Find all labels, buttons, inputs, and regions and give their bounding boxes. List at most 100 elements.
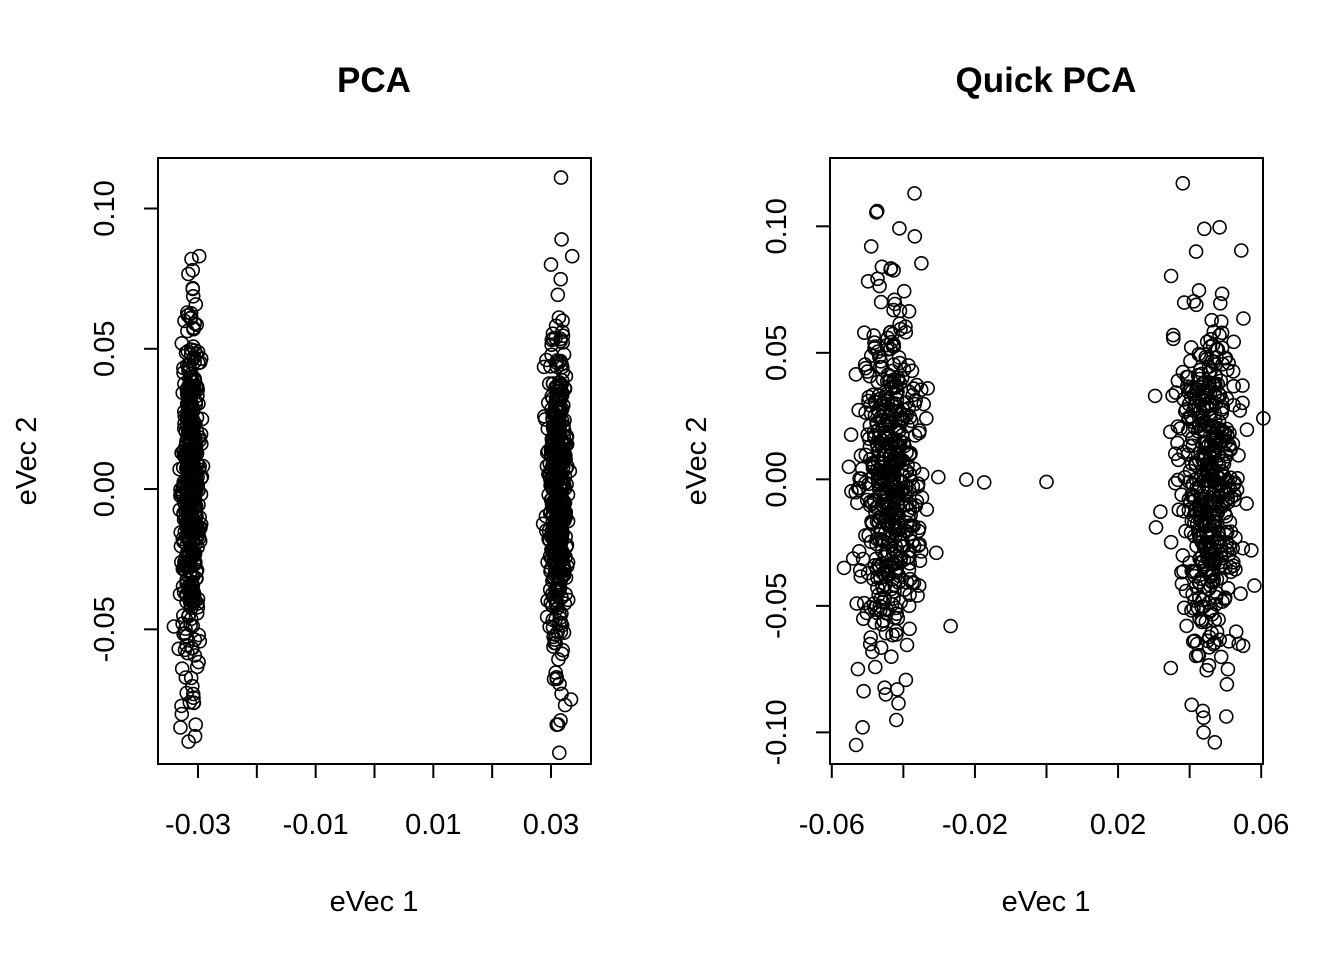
- data-point: [1220, 486, 1235, 502]
- data-point: [863, 534, 879, 550]
- data-point: [184, 251, 199, 267]
- data-point: [553, 615, 569, 631]
- data-point: [1174, 487, 1189, 503]
- data-point: [1192, 392, 1207, 408]
- data-point: [843, 427, 859, 443]
- data-point: [179, 476, 194, 492]
- data-point: [1184, 697, 1199, 713]
- data-point: [890, 438, 906, 454]
- data-point: [1223, 524, 1239, 540]
- data-point: [1213, 295, 1228, 311]
- data-point: [185, 686, 201, 702]
- data-point: [886, 357, 902, 372]
- data-point: [177, 642, 193, 658]
- data-point: [836, 560, 852, 576]
- data-point: [879, 558, 894, 574]
- data-point: [875, 473, 890, 489]
- data-point: [885, 454, 901, 470]
- data-point: [876, 395, 892, 411]
- data-point: [856, 683, 871, 699]
- x-tick-label: 0.06: [1233, 809, 1289, 841]
- data-point: [872, 598, 888, 614]
- data-point: [182, 694, 198, 710]
- data-point: [173, 720, 188, 735]
- data-point: [1185, 438, 1201, 454]
- y-axis: -0.10 -0.05 0.00 0.05 0.10: [761, 198, 831, 765]
- data-point: [548, 635, 564, 651]
- y-tick-label: 0.10: [89, 180, 121, 236]
- data-point: [185, 536, 201, 551]
- data-point: [185, 262, 200, 278]
- data-point: [902, 472, 918, 488]
- data-point: [869, 415, 884, 431]
- data-point: [191, 248, 207, 264]
- data-point: [1204, 312, 1219, 328]
- data-points: [166, 170, 580, 761]
- data-point: [1186, 600, 1201, 616]
- data-point: [176, 365, 191, 381]
- y-tick-label: -0.05: [89, 596, 121, 662]
- data-point: [873, 294, 889, 310]
- data-point: [1186, 293, 1202, 309]
- data-point: [553, 481, 569, 497]
- data-point: [1183, 389, 1199, 405]
- data-point: [1214, 314, 1229, 330]
- quick-pca-panel: Quick PCA eVec 1 eVec 2 -0.06 -0.02 0.02 0.…: [681, 61, 1289, 918]
- data-point: [1204, 607, 1220, 622]
- data-point: [907, 428, 923, 443]
- data-point: [1247, 578, 1262, 593]
- data-point: [1153, 504, 1168, 520]
- data-point: [190, 382, 205, 398]
- data-point: [916, 396, 932, 412]
- data-point: [176, 608, 191, 623]
- data-point: [1176, 295, 1192, 310]
- data-point: [849, 596, 865, 611]
- data-point: [548, 627, 564, 643]
- data-point: [1220, 661, 1236, 677]
- data-point: [883, 649, 899, 665]
- x-tick-label: -0.03: [165, 809, 231, 841]
- data-point: [907, 229, 923, 244]
- data-point: [174, 335, 190, 351]
- data-point: [548, 597, 564, 613]
- data-point: [188, 717, 203, 733]
- data-point: [888, 623, 904, 639]
- data-point: [875, 613, 891, 628]
- data-point: [856, 325, 872, 341]
- x-tick-label: -0.01: [283, 809, 349, 841]
- data-point: [870, 580, 885, 596]
- data-point: [192, 633, 208, 649]
- data-point: [859, 605, 875, 621]
- data-point: [544, 332, 560, 348]
- data-point: [1175, 548, 1191, 563]
- data-point: [1171, 452, 1186, 468]
- data-point: [550, 624, 565, 640]
- data-point: [539, 609, 555, 625]
- data-point: [188, 297, 204, 312]
- data-point: [194, 411, 210, 427]
- data-point: [1192, 504, 1207, 519]
- data-point: [907, 186, 922, 201]
- data-point: [860, 427, 876, 443]
- data-point: [1221, 546, 1237, 562]
- data-point: [869, 561, 885, 577]
- data-point: [1204, 534, 1220, 550]
- data-point: [872, 359, 888, 375]
- data-point: [906, 538, 922, 554]
- data-points: [836, 176, 1271, 753]
- y-tick-label: 0.05: [89, 321, 121, 377]
- data-point: [1193, 347, 1208, 363]
- data-point: [897, 408, 912, 424]
- data-point: [930, 469, 946, 485]
- data-point: [1202, 455, 1218, 471]
- data-point: [185, 399, 200, 414]
- y-axis: -0.05 0.00 0.05 0.10: [89, 180, 159, 662]
- data-point: [550, 508, 566, 524]
- data-point: [545, 411, 560, 426]
- data-point: [190, 539, 205, 555]
- data-point: [1189, 506, 1205, 522]
- data-point: [1214, 286, 1230, 302]
- data-point: [958, 472, 974, 487]
- data-point: [180, 510, 196, 526]
